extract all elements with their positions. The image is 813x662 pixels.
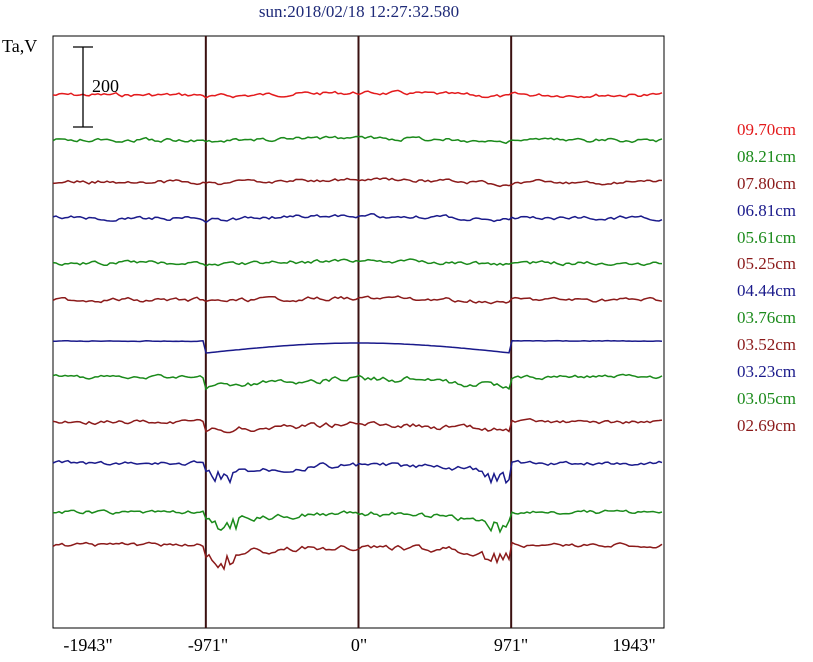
legend-item-2: 07.80cm <box>737 173 797 193</box>
x-tick-label-2: 0" <box>350 635 368 655</box>
limb-center-lines <box>204 36 513 628</box>
y-axis-label: Ta,V <box>2 36 38 56</box>
scale-bar <box>73 46 93 128</box>
x-tick-label-0: -1943" <box>63 635 113 655</box>
legend-item-4: 05.61cm <box>737 227 797 247</box>
trace-09.70cm <box>52 89 663 99</box>
chart-title: sun:2018/02/18 12:27:32.580 <box>258 2 460 21</box>
x-tick-label-1: -971" <box>187 635 229 655</box>
trace-03.52cm <box>52 418 663 434</box>
legend-item-7: 03.76cm <box>737 308 797 328</box>
trace-04.44cm <box>53 339 663 354</box>
x-tick-label-4: 1943" <box>612 635 656 655</box>
scale-bar-label: 200 <box>92 76 119 96</box>
trace-05.61cm <box>52 258 663 267</box>
trace-06.81cm <box>52 213 663 224</box>
trace-02.69cm <box>52 541 663 572</box>
legend-item-6: 04.44cm <box>737 281 797 301</box>
legend: 09.70cm 08.21cm 07.80cm 06.81cm 05.61cm … <box>737 119 796 442</box>
legend-item-0: 09.70cm <box>737 120 797 139</box>
legend-item-3: 06.81cm <box>737 200 797 220</box>
trace-08.21cm <box>52 135 663 145</box>
trace-05.25cm <box>52 295 663 305</box>
trace-07.80cm <box>52 177 662 188</box>
legend-item-5: 05.25cm <box>737 254 797 274</box>
trace-group <box>52 89 663 572</box>
x-tick-label-3: 971" <box>493 635 529 655</box>
trace-03.23cm <box>52 459 663 485</box>
trace-03.05cm <box>52 509 663 534</box>
trace-03.76cm <box>52 373 663 391</box>
legend-item-10: 03.05cm <box>737 388 797 408</box>
legend-item-9: 03.23cm <box>737 362 797 382</box>
legend-item-1: 08.21cm <box>737 146 797 166</box>
legend-item-11: 02.69cm <box>737 415 797 435</box>
legend-item-8: 03.52cm <box>737 335 797 355</box>
